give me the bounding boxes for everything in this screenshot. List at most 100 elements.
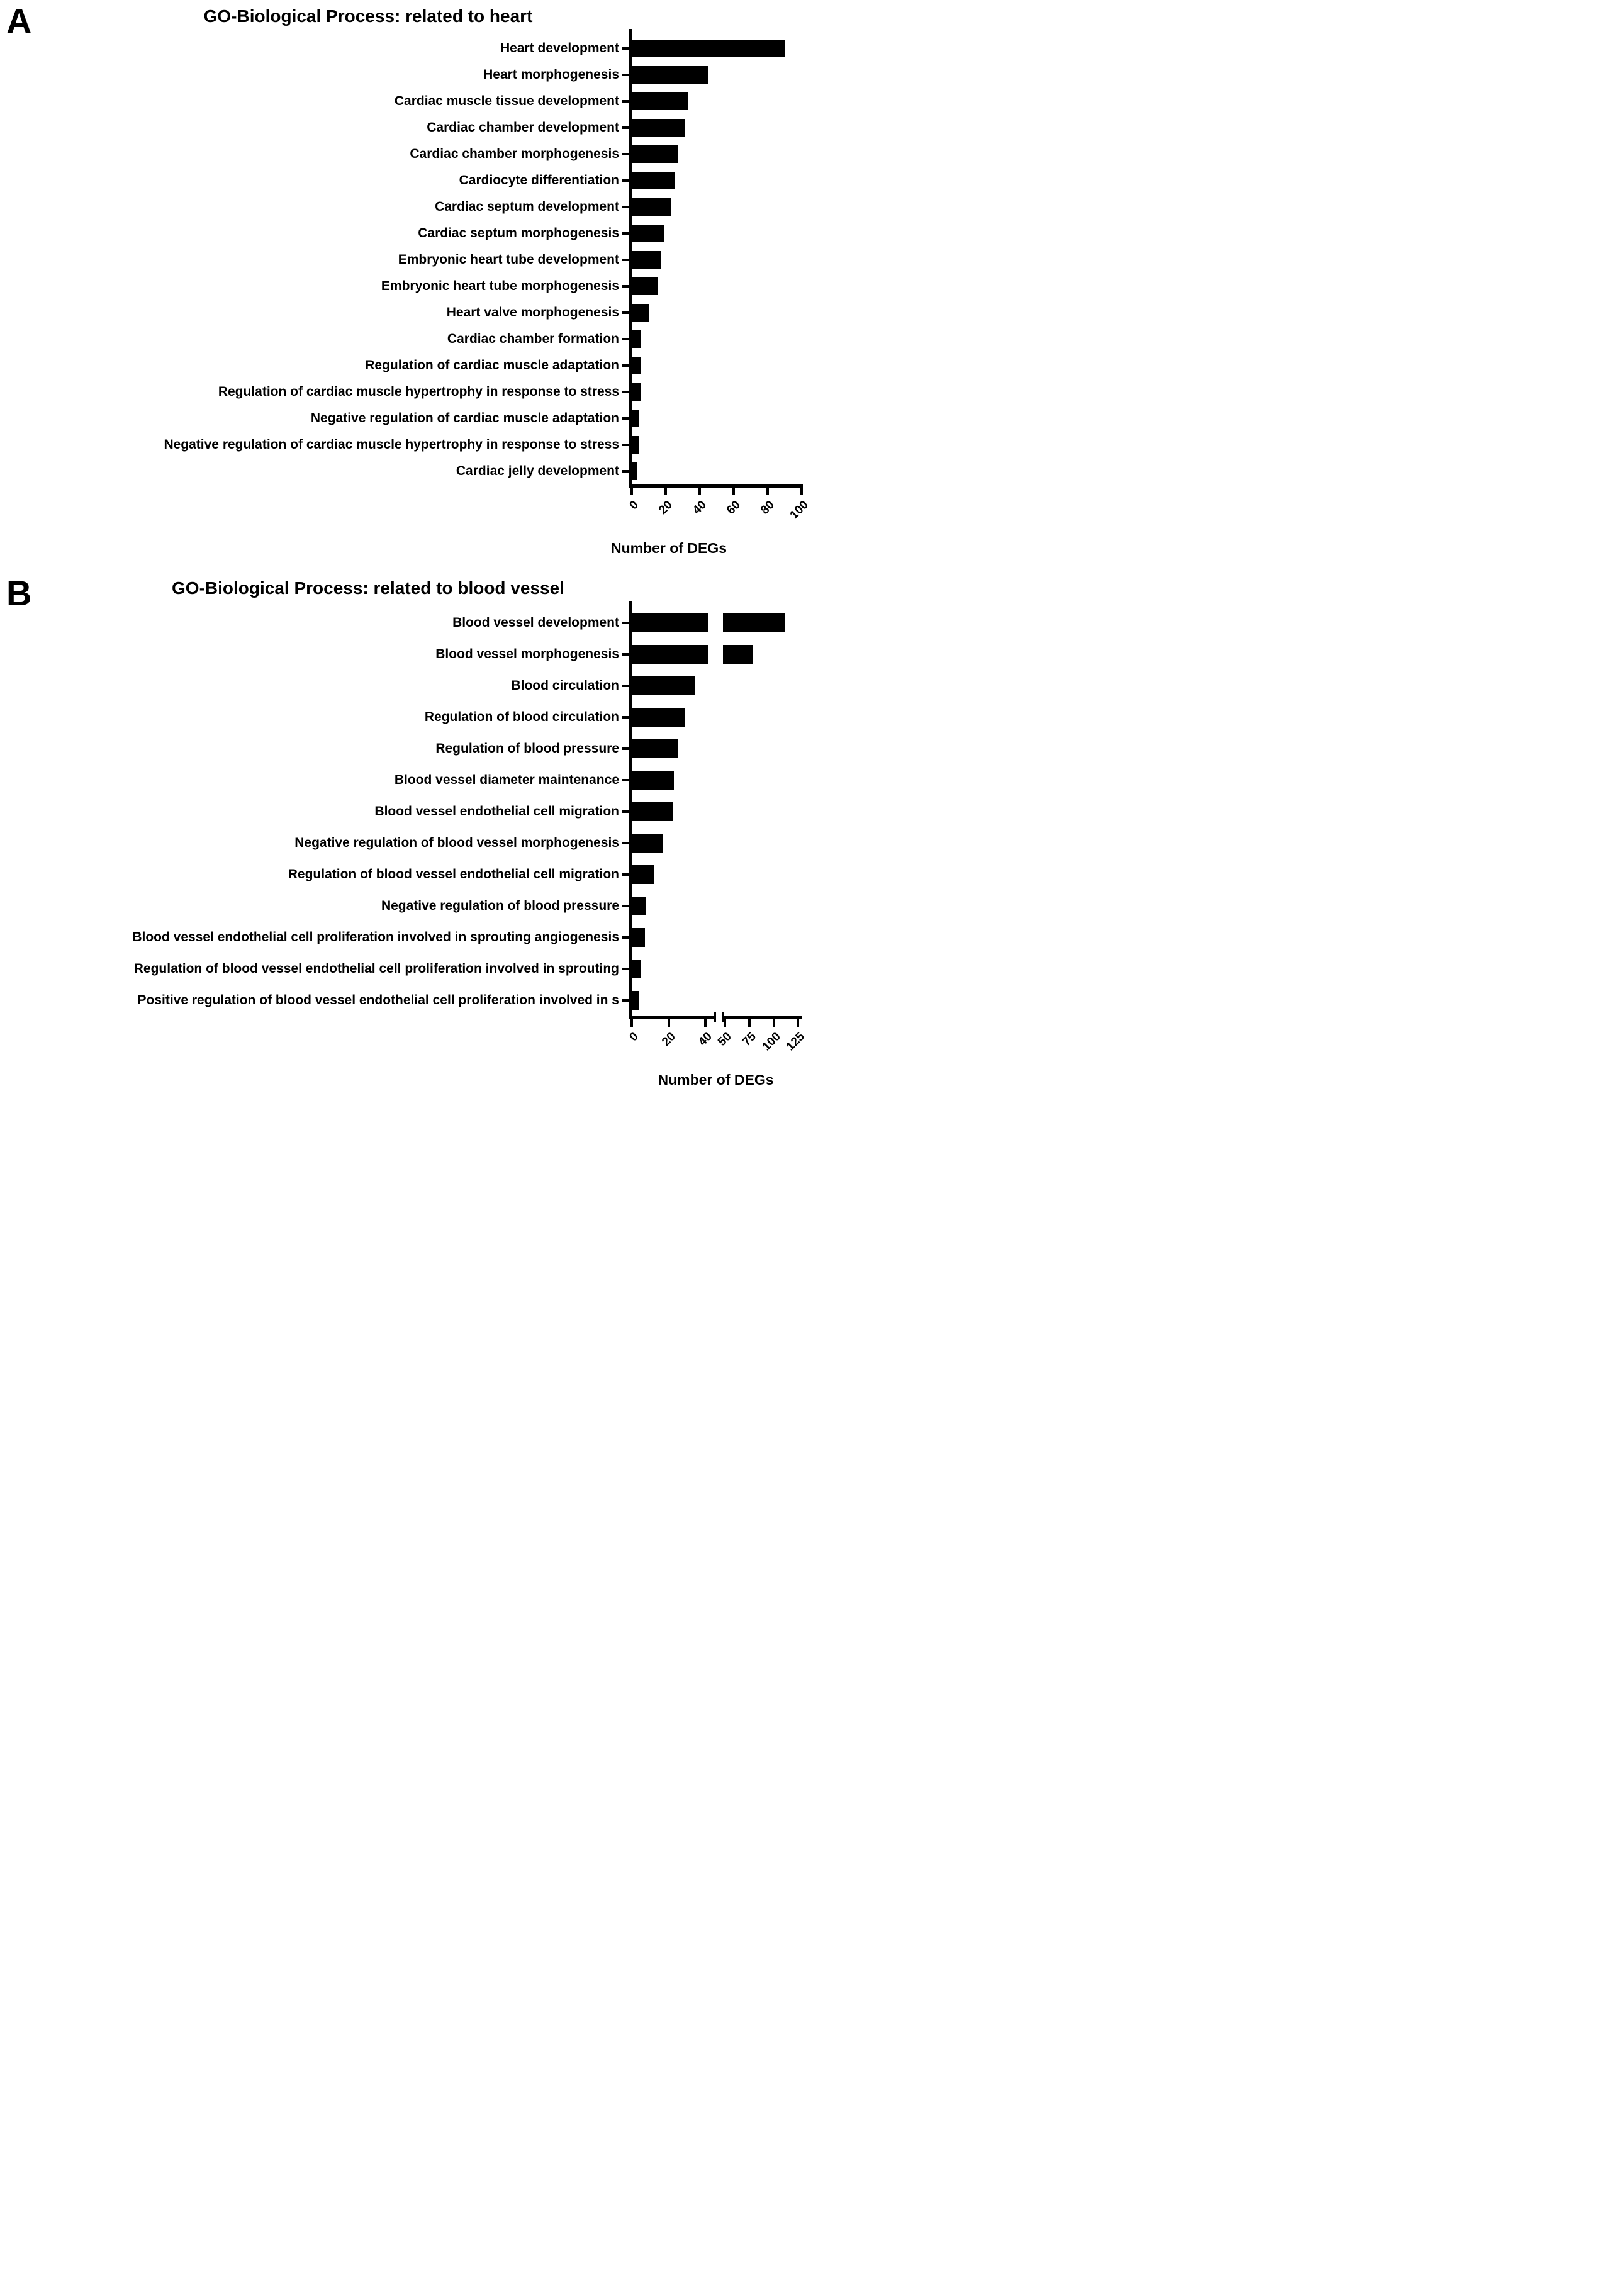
chart-row: Negative regulation of cardiac muscle hy… bbox=[0, 432, 812, 458]
category-tick bbox=[622, 810, 629, 813]
bar bbox=[632, 198, 671, 216]
x-tick bbox=[664, 488, 667, 495]
x-tick-label: 100 bbox=[787, 498, 811, 522]
category-label: Blood circulation bbox=[511, 678, 619, 693]
x-tick-label-anchor: 20 bbox=[656, 498, 679, 517]
bar bbox=[632, 40, 785, 57]
bars-area: Heart development Heart morphogenesis Card… bbox=[0, 29, 812, 484]
chart-row: Blood vessel development bbox=[0, 607, 812, 639]
category-label: Regulation of cardiac muscle adaptation bbox=[365, 358, 619, 372]
category-tick bbox=[622, 259, 629, 261]
figure: A GO-Biological Process: related to hear… bbox=[0, 0, 812, 1133]
category-tick bbox=[622, 685, 629, 687]
chart-row: Regulation of blood circulation bbox=[0, 702, 812, 733]
x-tick-label: 80 bbox=[758, 498, 777, 517]
category-label: Negative regulation of cardiac muscle ad… bbox=[310, 411, 619, 425]
x-tick bbox=[748, 1019, 751, 1027]
chart-row: Cardiac chamber development bbox=[0, 115, 812, 141]
panel-b-letter: B bbox=[6, 573, 32, 613]
x-tick-label: 75 bbox=[739, 1030, 759, 1049]
category-tick bbox=[622, 47, 629, 50]
category-label: Cardiac septum development bbox=[435, 199, 619, 214]
x-tick-label: 60 bbox=[724, 498, 743, 517]
category-tick bbox=[622, 74, 629, 76]
chart-row: Blood vessel morphogenesis bbox=[0, 639, 812, 670]
bar-piece-left bbox=[632, 645, 708, 664]
category-tick bbox=[622, 999, 629, 1002]
chart-row: Negative regulation of blood vessel morp… bbox=[0, 827, 812, 859]
category-label: Blood vessel endothelial cell migration bbox=[374, 804, 619, 819]
category-tick bbox=[622, 100, 629, 103]
x-tick bbox=[732, 488, 735, 495]
category-label: Blood vessel morphogenesis bbox=[435, 647, 619, 661]
bar bbox=[632, 330, 641, 348]
x-tick-label: 40 bbox=[696, 1030, 715, 1049]
bar bbox=[632, 960, 641, 978]
x-tick-label-anchor: 40 bbox=[690, 498, 713, 517]
category-tick bbox=[622, 417, 629, 420]
bar bbox=[632, 865, 654, 884]
bar-piece-left bbox=[632, 613, 708, 632]
bar-piece-right bbox=[723, 613, 785, 632]
x-axis-title: Number of DEGs bbox=[610, 540, 727, 556]
category-tick bbox=[622, 716, 629, 719]
category-tick bbox=[622, 747, 629, 750]
category-label: Negative regulation of cardiac muscle hy… bbox=[164, 437, 619, 452]
bar bbox=[632, 304, 649, 322]
chart-row: Cardiac septum development bbox=[0, 194, 812, 220]
chart-row: Cardiac muscle tissue development bbox=[0, 88, 812, 115]
category-tick bbox=[622, 779, 629, 781]
bar bbox=[632, 119, 685, 137]
category-tick bbox=[622, 873, 629, 876]
x-tick bbox=[630, 488, 633, 495]
category-label: Regulation of blood vessel endothelial c… bbox=[288, 867, 619, 881]
category-tick bbox=[622, 364, 629, 367]
x-tick bbox=[797, 1019, 800, 1027]
bars-area: Blood vessel development Blood vessel mor… bbox=[0, 601, 812, 1016]
category-label: Blood vessel diameter maintenance bbox=[394, 773, 619, 787]
panel-b: B GO-Biological Process: related to bloo… bbox=[0, 557, 812, 1088]
x-tick-label-anchor: 0 bbox=[627, 1030, 641, 1044]
x-axis-line bbox=[723, 1016, 802, 1019]
bar bbox=[632, 145, 678, 163]
category-tick bbox=[622, 206, 629, 208]
panel-b-title: GO-Biological Process: related to blood … bbox=[172, 578, 564, 598]
category-label: Blood vessel development bbox=[452, 615, 619, 630]
category-label: Heart development bbox=[500, 41, 619, 55]
bar bbox=[632, 357, 641, 374]
category-tick bbox=[622, 311, 629, 314]
chart-row: Heart morphogenesis bbox=[0, 62, 812, 88]
bar bbox=[632, 277, 658, 295]
category-label: Regulation of blood vessel endothelial c… bbox=[133, 961, 619, 976]
panel-b-header: B GO-Biological Process: related to bloo… bbox=[0, 576, 812, 611]
category-tick bbox=[622, 842, 629, 844]
bar bbox=[632, 436, 639, 454]
x-tick bbox=[667, 1019, 670, 1027]
x-tick bbox=[800, 488, 803, 495]
chart-row: Negative regulation of blood pressure bbox=[0, 890, 812, 922]
chart-row: Blood vessel endothelial cell migration bbox=[0, 796, 812, 827]
category-label: Regulation of blood circulation bbox=[424, 710, 619, 724]
x-tick bbox=[698, 488, 701, 495]
y-axis bbox=[629, 29, 632, 484]
x-tick-label-anchor: 0 bbox=[627, 498, 641, 512]
panel-a-header: A GO-Biological Process: related to hear… bbox=[0, 4, 812, 39]
category-tick bbox=[622, 444, 629, 446]
x-tick bbox=[630, 1019, 633, 1027]
x-tick-label: 0 bbox=[627, 498, 641, 513]
x-axis-line bbox=[629, 484, 803, 488]
chart-row: Blood vessel diameter maintenance bbox=[0, 764, 812, 796]
x-tick-label-anchor: 75 bbox=[740, 1030, 763, 1049]
chart-row: Regulation of cardiac muscle hypertrophy… bbox=[0, 379, 812, 405]
bar bbox=[632, 739, 678, 758]
category-tick bbox=[622, 905, 629, 907]
category-tick bbox=[622, 126, 629, 129]
x-axis-line bbox=[629, 1016, 715, 1019]
category-label: Heart morphogenesis bbox=[483, 67, 619, 82]
chart-row: Regulation of blood pressure bbox=[0, 733, 812, 764]
category-label: Embryonic heart tube development bbox=[398, 252, 619, 267]
category-tick bbox=[622, 153, 629, 155]
category-label: Positive regulation of blood vessel endo… bbox=[137, 993, 620, 1007]
bar bbox=[632, 92, 688, 110]
category-tick bbox=[622, 179, 629, 182]
